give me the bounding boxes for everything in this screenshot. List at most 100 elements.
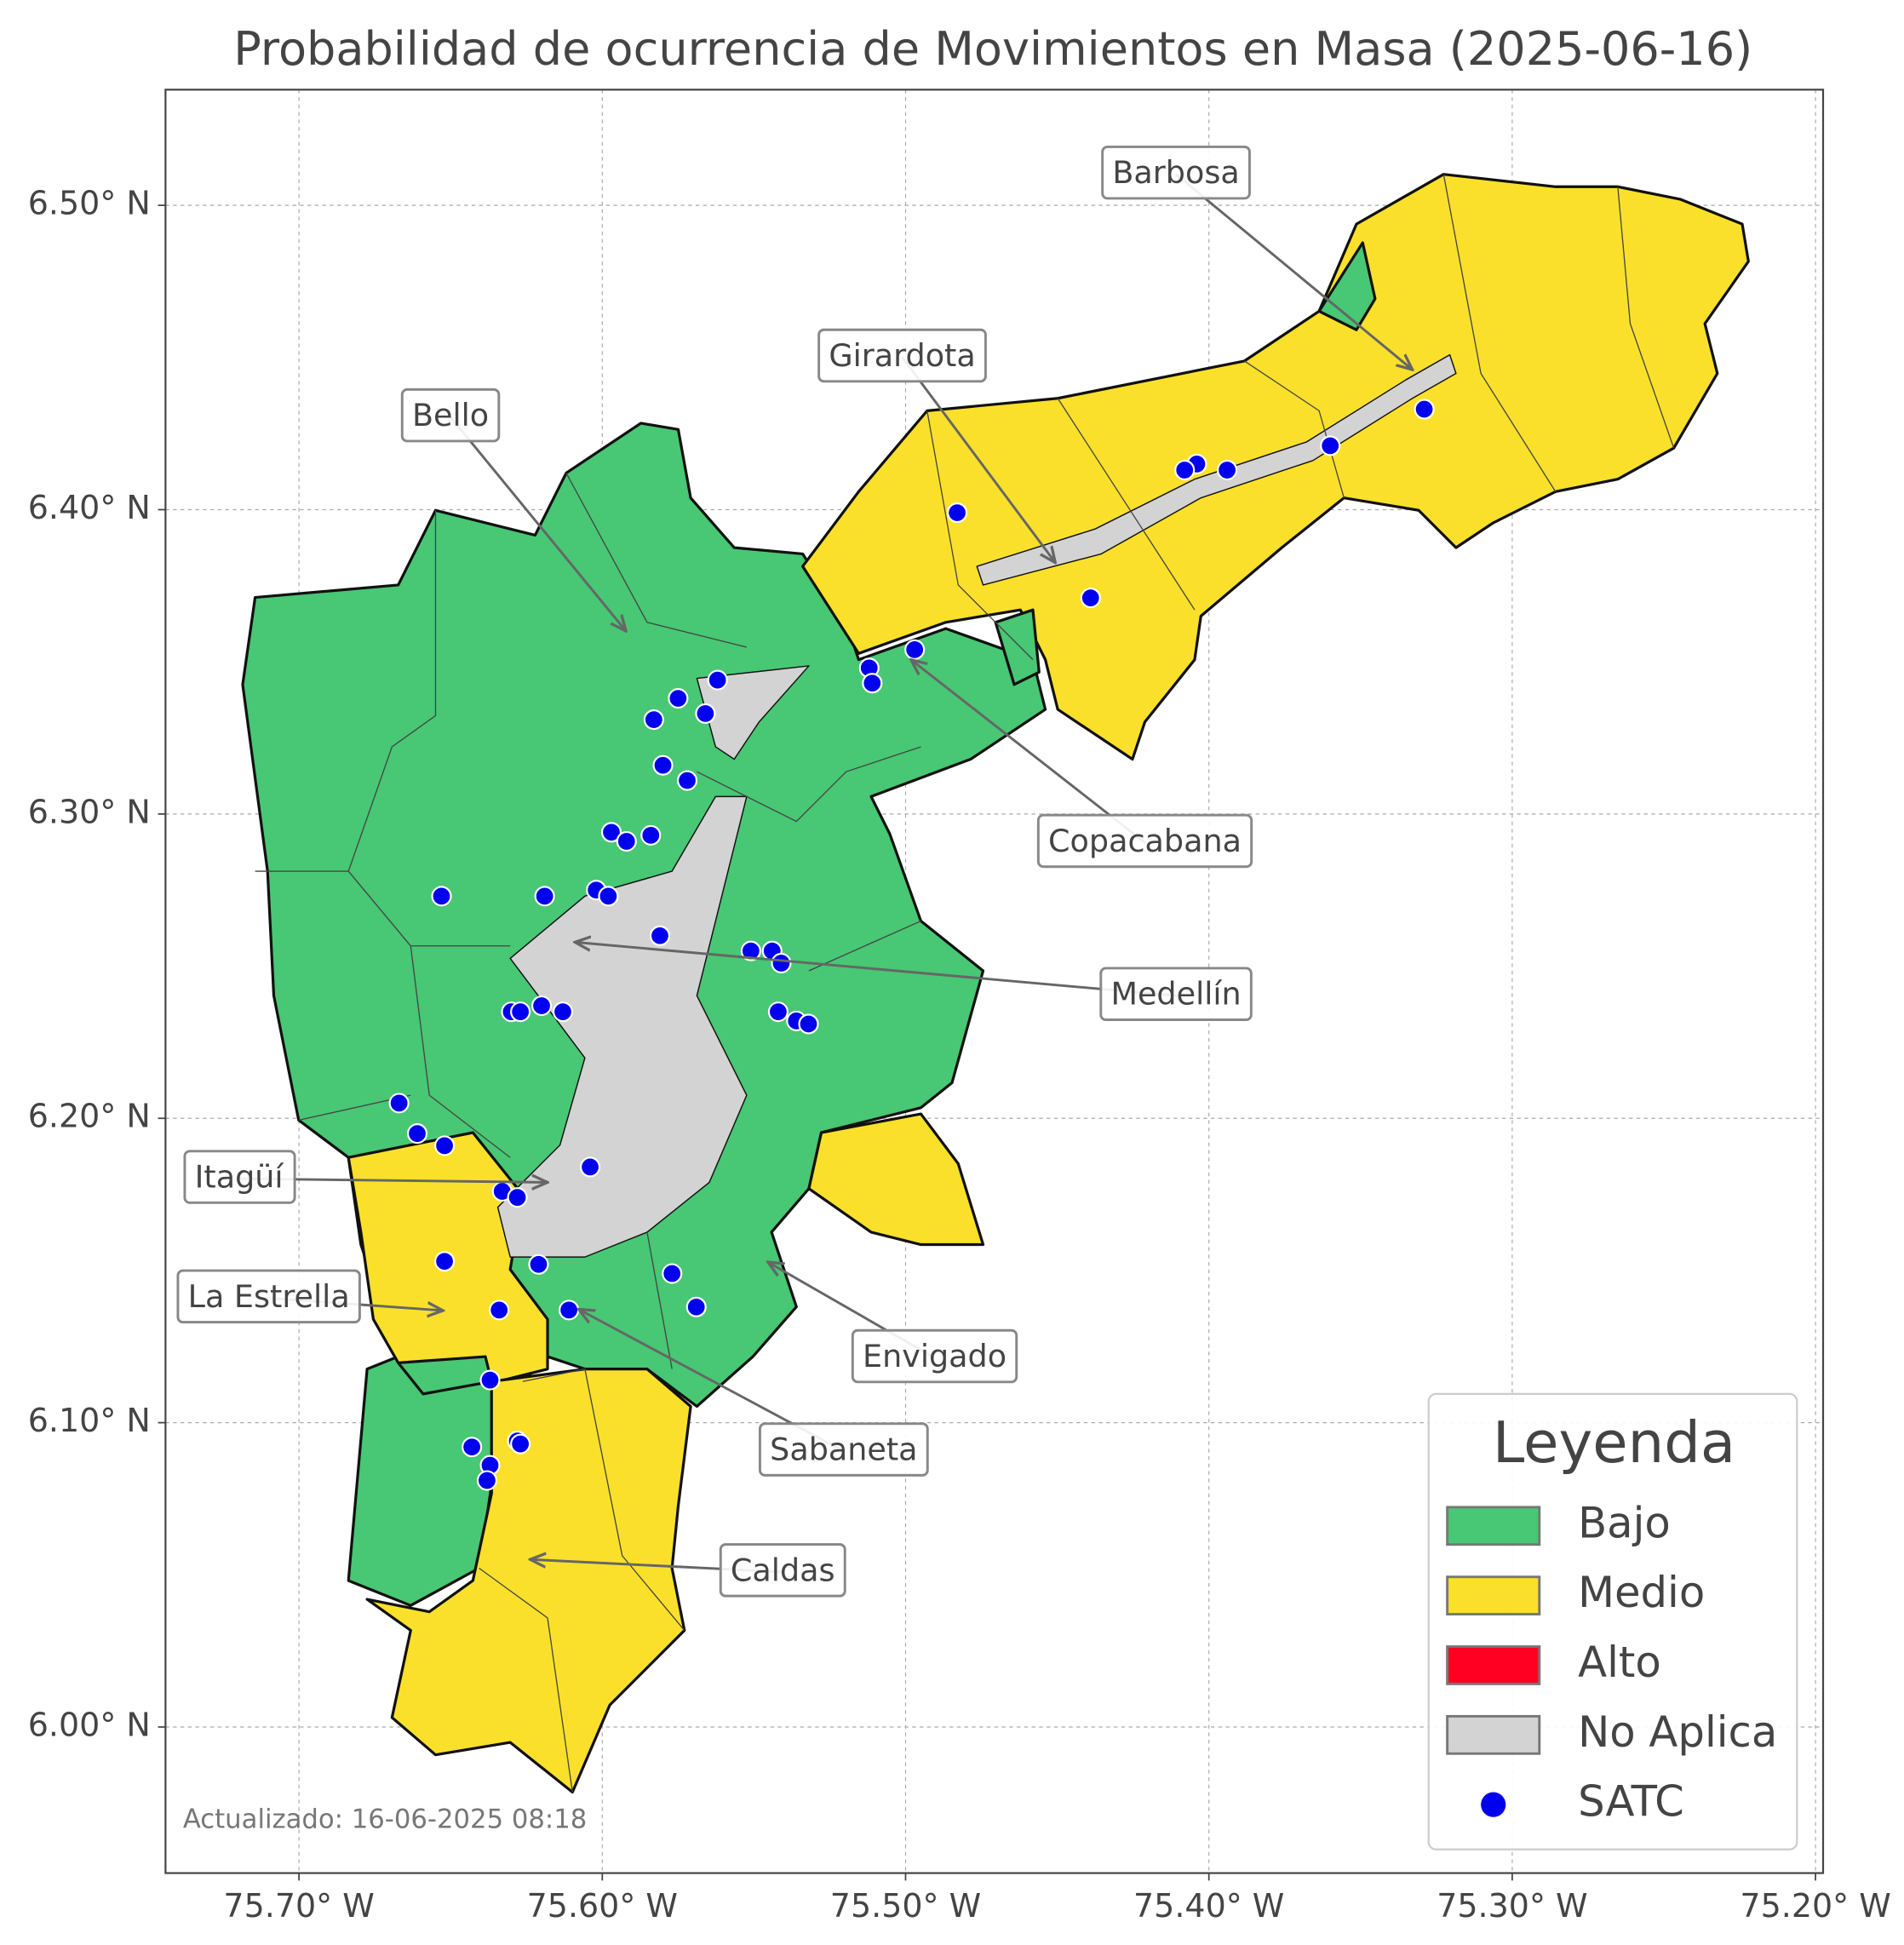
satc-station [528, 1254, 549, 1275]
satc-station [740, 940, 761, 961]
annotation-arrow [449, 416, 626, 631]
satc-station [510, 1001, 531, 1023]
satc-station [489, 1300, 510, 1321]
satc-station [662, 1263, 683, 1284]
annotation-box [817, 328, 987, 383]
satc-station [534, 886, 555, 907]
region-medio-caldas [365, 1368, 692, 1794]
satc-station [1217, 459, 1238, 481]
satc-station [685, 1296, 707, 1317]
x-tick-label: 75.20° W [1740, 1887, 1890, 1925]
y-tick-label: 6.50° N [28, 185, 151, 222]
x-tick-label: 75.70° W [223, 1887, 374, 1925]
legend-label: Alto [1578, 1638, 1661, 1687]
annotation-arrow [901, 356, 1056, 563]
satc-station [707, 669, 728, 691]
annotation-arrow [911, 660, 1146, 844]
satc-station [507, 1187, 528, 1208]
annotation-box [1101, 145, 1251, 200]
annotation-box [183, 1150, 296, 1204]
x-tick-label: 75.50° W [830, 1887, 981, 1925]
satc-station [510, 1433, 531, 1454]
x-tick-label: 75.60° W [527, 1887, 678, 1925]
legend-label: Medio [1578, 1568, 1705, 1617]
satc-station [904, 639, 926, 660]
satc-station [476, 1470, 498, 1491]
satc-station [640, 824, 662, 846]
satc-station [579, 1156, 601, 1178]
legend-label: No Aplica [1578, 1707, 1777, 1757]
satc-station [559, 1300, 580, 1321]
region-bajo-barbosa [1317, 241, 1377, 331]
satc-station [1174, 459, 1196, 481]
legend-label: Bajo [1578, 1498, 1671, 1547]
plot-frame [164, 89, 1825, 1874]
legend-marker [1481, 1792, 1506, 1817]
legend-label: SATC [1578, 1777, 1684, 1827]
annotation-box [719, 1543, 846, 1598]
satc-station [531, 995, 553, 1017]
satc-station [434, 1251, 456, 1272]
y-tick-label: 6.10° N [28, 1402, 151, 1439]
satc-station [1320, 435, 1341, 456]
satc-station [431, 886, 452, 907]
satc-station [649, 925, 671, 946]
satc-station [552, 1001, 574, 1023]
footnote: Actualizado: 16-06-2025 08:18 [183, 1805, 587, 1835]
legend-swatch [1446, 1575, 1541, 1616]
satc-station [1414, 399, 1435, 420]
region-bajo-copacabana [994, 608, 1041, 686]
region-no-aplica-bello [696, 665, 810, 760]
satc-station [798, 1013, 819, 1035]
x-tick-label: 75.30° W [1437, 1887, 1587, 1925]
satc-station [946, 502, 968, 524]
annotation-box [758, 1422, 929, 1477]
satc-station [462, 1437, 483, 1458]
satc-station [479, 1369, 501, 1391]
y-tick-label: 6.20° N [28, 1098, 151, 1135]
annotation-label: Copacabana [1048, 823, 1242, 859]
satc-station [1080, 588, 1101, 609]
satc-station [434, 1135, 456, 1156]
satc-station [616, 830, 637, 852]
annotation-box [851, 1328, 1018, 1384]
satc-station [668, 688, 689, 709]
map-title: Probabilidad de ocurrencia de Movimiento… [233, 22, 1752, 76]
satc-station [862, 673, 883, 694]
annotation-label: Medellín [1110, 976, 1241, 1013]
legend-swatch [1446, 1645, 1541, 1685]
region-no-aplica-river [976, 353, 1457, 586]
satc-station [406, 1123, 428, 1145]
region-no-aplica-urban [496, 795, 748, 1258]
satc-station [598, 886, 619, 907]
y-tick-label: 6.30° N [28, 793, 151, 830]
region-medio-envigado [807, 1112, 985, 1247]
y-tick-label: 6.00° N [28, 1707, 151, 1744]
legend-swatch [1446, 1714, 1541, 1755]
annotation-box [176, 1269, 361, 1324]
annotation-box [1036, 813, 1253, 869]
y-tick-label: 6.40° N [28, 489, 151, 526]
boundary-lines [255, 174, 1675, 1793]
satc-station [643, 709, 664, 731]
annotation-label: Barbosa [1112, 154, 1239, 191]
annotation-label: Envigado [863, 1338, 1006, 1374]
annotation-label: Itagüí [195, 1159, 285, 1196]
legend-title: Leyenda [1493, 1409, 1735, 1476]
satc-station [676, 770, 698, 791]
x-tick-label: 75.40° W [1133, 1887, 1284, 1925]
satc-station [771, 952, 792, 974]
satc-station [652, 754, 674, 776]
annotation-label: Girardota [829, 337, 975, 374]
satc-station [388, 1093, 410, 1114]
annotation-box [1099, 967, 1253, 1021]
annotation-label: Caldas [731, 1552, 835, 1588]
annotation-box [400, 387, 501, 443]
legend-swatch [1446, 1506, 1541, 1546]
satc-station [767, 1001, 789, 1023]
satc-station [600, 822, 622, 843]
annotation-label: Sabaneta [770, 1431, 917, 1468]
annotation-arrow [1175, 173, 1413, 370]
